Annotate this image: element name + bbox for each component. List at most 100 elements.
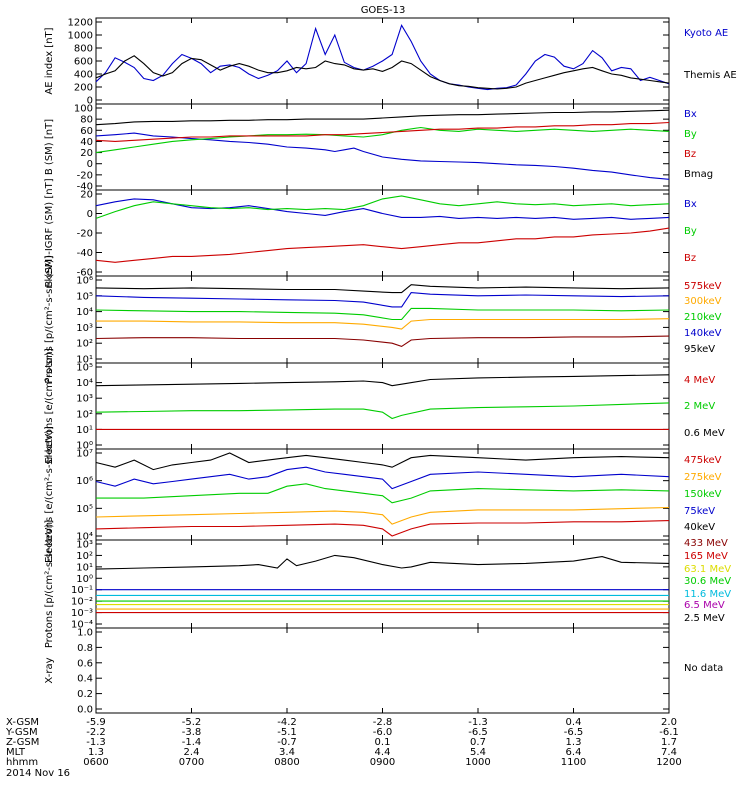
y-tick-label: 10⁶ [76, 476, 93, 487]
series-by [95, 126, 670, 154]
row-value: -5.2 [182, 717, 202, 728]
y-tick-label: 10³ [76, 394, 93, 405]
legend-entry: 11.6 MeV [684, 589, 731, 600]
y-tick-label: -60 [77, 268, 93, 279]
series-kyoto-ae [95, 23, 670, 91]
legend-entry: 300keV [684, 296, 722, 307]
panel-frame [95, 627, 670, 714]
row-value: 1200 [656, 757, 681, 768]
y-tick-label: 0.2 [77, 689, 93, 700]
y-tick-label: 20 [80, 190, 93, 201]
y-tick-label: 0 [87, 159, 93, 170]
panel-frame [95, 189, 670, 277]
legend-entry: Kyoto AE [684, 28, 728, 39]
y-tick-label: 40 [80, 137, 93, 148]
y-tick-label: -20 [77, 170, 93, 181]
row-label: MLT [6, 747, 26, 758]
y-tick-label: 10² [76, 551, 93, 562]
legend-entry: 575keV [684, 281, 722, 292]
panel-el1: 10⁰ 10¹ 10² 10³ 10⁴ 10⁵ Electrons [e/(cm²-s-sr… [44, 348, 725, 464]
legend-entry: 150keV [684, 489, 722, 500]
row-value: -6.1 [659, 727, 679, 738]
y-tick-label: 10² [76, 409, 93, 420]
legend-entry: 30.6 MeV [684, 576, 731, 587]
row-value: -5.1 [277, 727, 297, 738]
legend-entry: 6.5 MeV [684, 600, 725, 611]
legend-entry: 75keV [684, 506, 715, 517]
y-axis-label: Protons [p/(cm²-s-sr-keV)] [44, 255, 55, 383]
y-tick-label: 10² [76, 339, 93, 350]
row-label: hhmm [6, 757, 38, 768]
row-label: Y-GSM [5, 727, 38, 738]
y-axis-label: AE index [nT] [44, 27, 55, 94]
y-tick-label: 10⁴ [76, 378, 93, 389]
legend-entry: 275keV [684, 472, 722, 483]
y-tick-label: 10⁴ [76, 532, 93, 543]
y-tick-label: 10⁰ [76, 441, 93, 452]
row-value: -2.2 [86, 727, 106, 738]
series-575kev [95, 284, 670, 294]
y-axis-label: Electrons [e/(cm²-s-sr)] [44, 348, 55, 464]
series-140kev [96, 318, 670, 330]
row-value: 2.0 [661, 717, 677, 728]
y-tick-label: 0.6 [77, 658, 93, 669]
y-tick-label: 0.0 [77, 705, 93, 716]
row-value: -0.7 [277, 737, 297, 748]
y-tick-label: 10¹ [76, 425, 93, 436]
row-value: 6.4 [566, 747, 582, 758]
y-tick-label: 1.0 [77, 628, 93, 639]
row-value: 1.3 [566, 737, 582, 748]
panel-frame [95, 539, 670, 629]
panel-frame [95, 103, 670, 191]
row-value: 2.4 [184, 747, 200, 758]
row-label: X-GSM [6, 717, 39, 728]
y-tick-label: -40 [77, 248, 93, 259]
row-value: 7.4 [661, 747, 677, 758]
legend-entry: Bmag [684, 169, 713, 180]
y-tick-label: 10⁰ [76, 574, 93, 585]
row-value: 1.7 [661, 737, 677, 748]
row-value: -1.3 [86, 737, 106, 748]
y-tick-label: 10⁻² [71, 597, 93, 608]
panel-bi: -60 -40 -20 0 20 B (SM)-IGRF (SM) [nT] Bx By Bz [44, 178, 697, 287]
series-bmag [95, 109, 670, 126]
row-value: 0.4 [566, 717, 582, 728]
bottom-axis: X-GSM -5.9 -5.2 -4.2 -2.8 -1.3 0.4 2.0 Y-GSM -2.2… [5, 717, 682, 768]
legend-entry: 4 MeV [684, 375, 715, 386]
y-axis-label: B (SM) [nT] [44, 119, 55, 175]
y-tick-label: 10¹ [76, 562, 93, 573]
y-tick-label: 60 [80, 126, 93, 137]
legend-entry: By [684, 129, 697, 140]
series-275kev [95, 466, 670, 490]
y-tick-label: 10³ [76, 323, 93, 334]
row-value: -1.4 [182, 737, 202, 748]
row-value: 1000 [465, 757, 490, 768]
row-value: -4.2 [277, 717, 297, 728]
panel-pr: 10¹ 10² 10³ 10⁴ 10⁵ 10⁶ Protons [p/(cm²-s-sr-k… [44, 255, 722, 383]
legend-entry: 95keV [684, 344, 715, 355]
y-tick-label: 200 [74, 83, 93, 94]
y-tick-label: 10⁵ [76, 504, 93, 515]
row-value: 1100 [561, 757, 586, 768]
row-value: 0900 [370, 757, 395, 768]
legend-entry: 2.5 MeV [684, 613, 725, 624]
row-value: 0.1 [375, 737, 391, 748]
y-tick-label: 10⁷ [76, 449, 93, 460]
y-tick-label: 10⁶ [76, 276, 93, 287]
series-210kev [95, 307, 670, 321]
y-axis-label: B (SM)-IGRF (SM) [nT] [44, 178, 55, 287]
y-tick-label: -20 [77, 229, 93, 240]
y-tick-label: -40 [77, 182, 93, 193]
series-150kev [96, 483, 670, 504]
series-75kev [95, 506, 670, 525]
row-value: 3.4 [279, 747, 295, 758]
series-2-mev [95, 402, 670, 420]
panel-el2: 10⁴ 10⁵ 10⁶ 10⁷ Electrons [e/(cm²-s-sr-keV)]… [44, 426, 722, 563]
y-tick-label: 10⁻⁴ [71, 620, 93, 631]
series-bz [95, 227, 670, 263]
row-value: -6.5 [468, 727, 488, 738]
legend-entry: 63.1 MeV [684, 564, 731, 575]
